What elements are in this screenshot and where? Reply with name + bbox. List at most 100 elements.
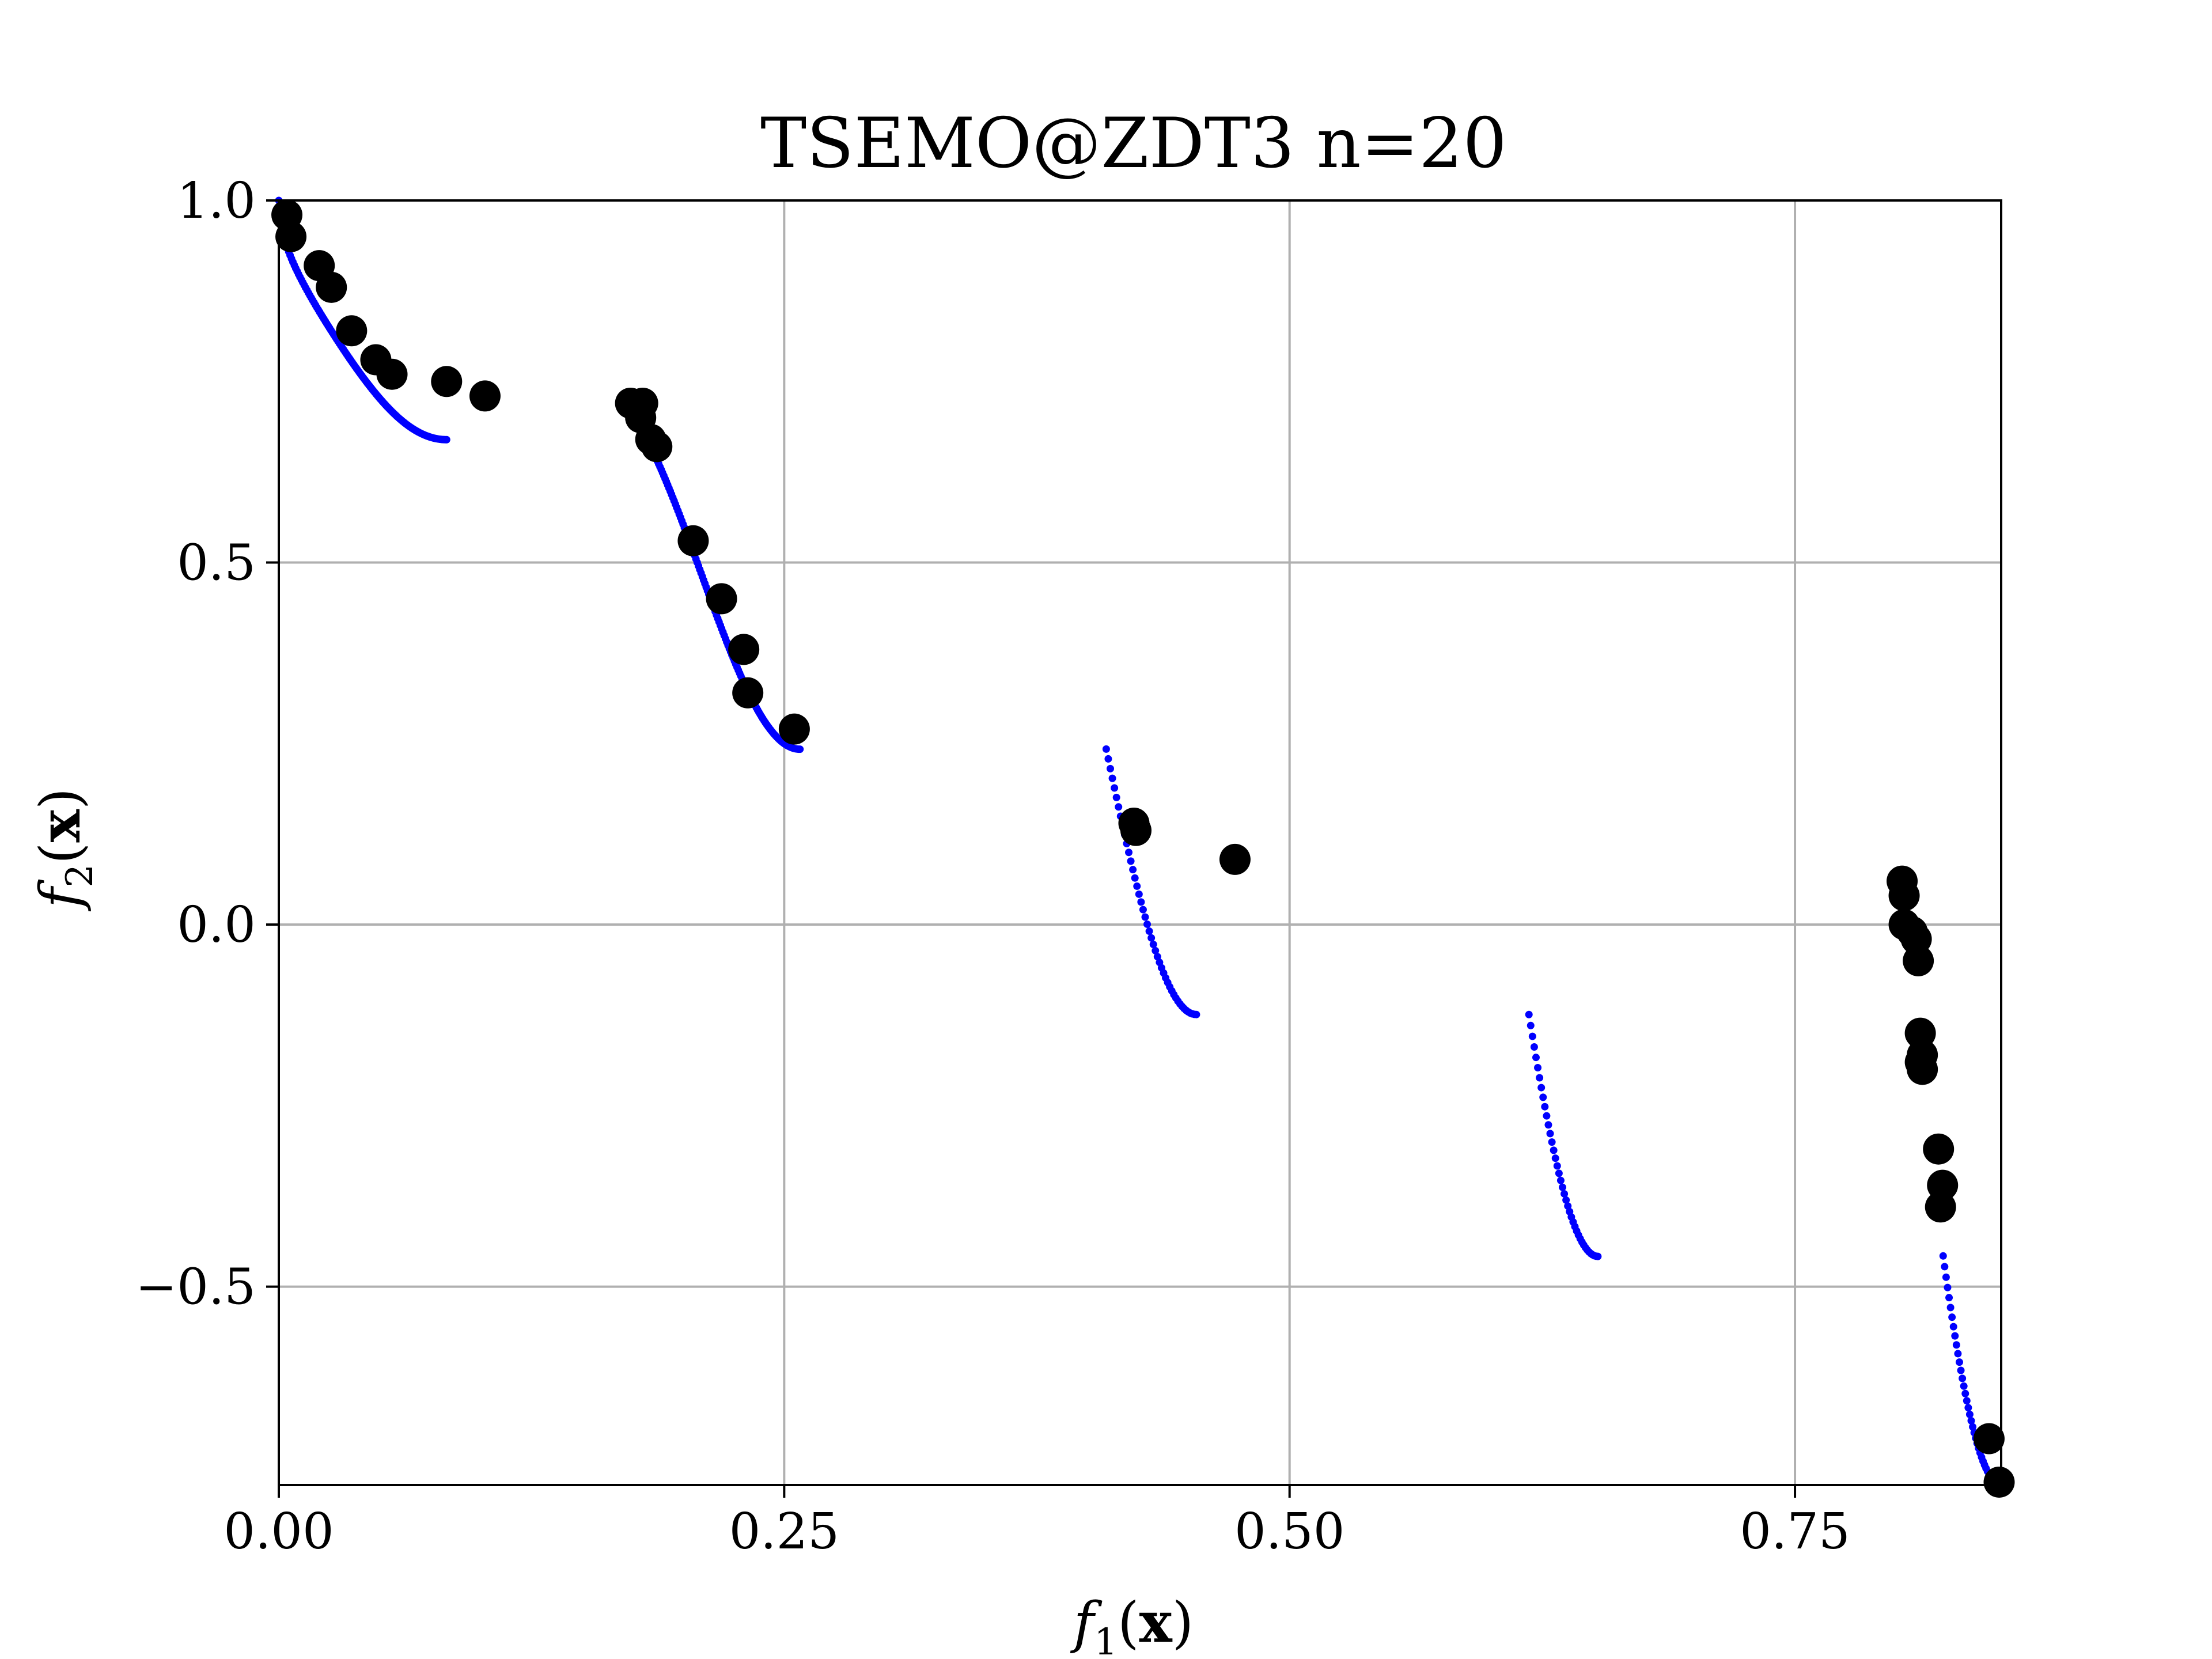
front-point bbox=[1543, 1112, 1551, 1120]
front-point bbox=[1115, 803, 1123, 811]
front-point bbox=[1532, 1054, 1540, 1062]
front-point bbox=[1941, 1263, 1949, 1271]
sample-point bbox=[336, 315, 368, 347]
front-point bbox=[1152, 946, 1160, 955]
front-point bbox=[1541, 1103, 1549, 1111]
y-tick-label: −0.5 bbox=[135, 1259, 256, 1316]
x-tick-label: 0.25 bbox=[729, 1503, 839, 1560]
x-tick-label: 0.00 bbox=[224, 1503, 334, 1560]
front-point bbox=[1550, 1146, 1558, 1154]
front-point bbox=[1965, 1410, 1974, 1418]
front-point bbox=[1553, 1162, 1561, 1170]
front-point bbox=[1129, 866, 1137, 874]
front-point bbox=[1143, 920, 1152, 928]
front-point bbox=[796, 745, 804, 753]
front-point bbox=[1139, 906, 1147, 914]
sample-point bbox=[1983, 1466, 2015, 1498]
x-axis-label-close: ) bbox=[1172, 1590, 1194, 1655]
front-point bbox=[1948, 1313, 1956, 1321]
front-point bbox=[1539, 1093, 1547, 1101]
front-point bbox=[1104, 755, 1112, 763]
front-point bbox=[1137, 898, 1145, 906]
front-point bbox=[1536, 1074, 1544, 1082]
front-point bbox=[1548, 1138, 1556, 1146]
y-tick-label: 1.0 bbox=[177, 172, 256, 230]
front-point bbox=[1111, 784, 1119, 792]
front-point bbox=[1153, 953, 1161, 961]
sample-point bbox=[316, 271, 347, 303]
front-point bbox=[1964, 1404, 1972, 1412]
front-point bbox=[1955, 1358, 1963, 1366]
sample-point bbox=[641, 431, 673, 463]
sample-point bbox=[469, 380, 501, 412]
grid bbox=[279, 200, 2001, 1485]
front-point bbox=[1112, 793, 1120, 801]
front-point bbox=[1108, 774, 1116, 782]
front-point bbox=[1525, 1010, 1533, 1018]
y-axis-label-close: ) bbox=[28, 788, 93, 809]
front-point bbox=[1939, 1252, 1947, 1260]
plot-frame bbox=[278, 199, 2002, 1486]
sample-point bbox=[1120, 815, 1152, 846]
sample-point bbox=[1888, 880, 1920, 911]
sample-point bbox=[677, 525, 709, 556]
sample-point bbox=[1903, 945, 1934, 976]
front-point bbox=[1957, 1366, 1965, 1374]
front-point bbox=[1951, 1332, 1959, 1340]
chart-title: TSEMO@ZDT3 n=20 bbox=[760, 104, 1507, 184]
front-point bbox=[1192, 1010, 1200, 1018]
y-tick-label: 0.0 bbox=[177, 896, 256, 954]
front-point bbox=[1530, 1043, 1538, 1051]
sample-point bbox=[1907, 1054, 1938, 1085]
front-point bbox=[1133, 882, 1141, 890]
x-axis: 0.00 0.25 0.50 0.75 bbox=[224, 1485, 1850, 1560]
x-axis-label-open: ( bbox=[1118, 1590, 1139, 1655]
front-point bbox=[1961, 1389, 1969, 1397]
front-point bbox=[1125, 849, 1133, 857]
sample-point bbox=[376, 358, 408, 390]
front-point bbox=[1107, 764, 1115, 772]
sample-point bbox=[1973, 1423, 2005, 1455]
front-point bbox=[1967, 1416, 1975, 1425]
y-tick-label: 0.5 bbox=[177, 535, 256, 592]
pareto-front bbox=[275, 196, 2005, 1488]
sample-point bbox=[431, 366, 463, 397]
front-point bbox=[442, 435, 450, 444]
front-point bbox=[1942, 1273, 1950, 1281]
sample-point bbox=[732, 677, 764, 709]
front-point bbox=[1954, 1350, 1962, 1358]
front-point bbox=[1147, 934, 1156, 942]
front-point bbox=[1959, 1374, 1967, 1382]
front-point bbox=[1544, 1121, 1552, 1129]
sample-points bbox=[271, 199, 2015, 1498]
front-point bbox=[1952, 1341, 1960, 1349]
front-point bbox=[1546, 1130, 1554, 1138]
x-tick-label: 0.50 bbox=[1234, 1503, 1344, 1560]
x-tick-label: 0.75 bbox=[1740, 1503, 1850, 1560]
y-axis: −0.5 0.0 0.5 1.0 bbox=[135, 172, 279, 1316]
front-point bbox=[1960, 1382, 1968, 1390]
front-point bbox=[1528, 1032, 1536, 1040]
front-point bbox=[1127, 857, 1135, 865]
front-point bbox=[1534, 1063, 1542, 1071]
front-point bbox=[1949, 1323, 1957, 1331]
front-point bbox=[1145, 927, 1153, 935]
front-point bbox=[1551, 1154, 1559, 1162]
x-axis-label-arg: x bbox=[1139, 1590, 1173, 1655]
x-axis-label: f1(x) bbox=[1070, 1590, 1194, 1659]
front-point bbox=[1556, 1176, 1565, 1184]
sample-point bbox=[728, 634, 760, 665]
front-point bbox=[1560, 1190, 1569, 1198]
y-axis-label-arg: x bbox=[28, 809, 93, 842]
front-point bbox=[1594, 1252, 1602, 1260]
front-point bbox=[1102, 745, 1110, 753]
front-point bbox=[1946, 1304, 1955, 1312]
sample-point bbox=[706, 583, 737, 615]
front-point bbox=[1537, 1084, 1546, 1092]
y-axis-label-open: ( bbox=[28, 842, 93, 863]
front-point bbox=[1135, 890, 1143, 898]
sample-point bbox=[1925, 1191, 1956, 1223]
front-point bbox=[1149, 940, 1157, 948]
sample-point bbox=[1219, 843, 1251, 875]
front-point bbox=[1559, 1183, 1567, 1191]
